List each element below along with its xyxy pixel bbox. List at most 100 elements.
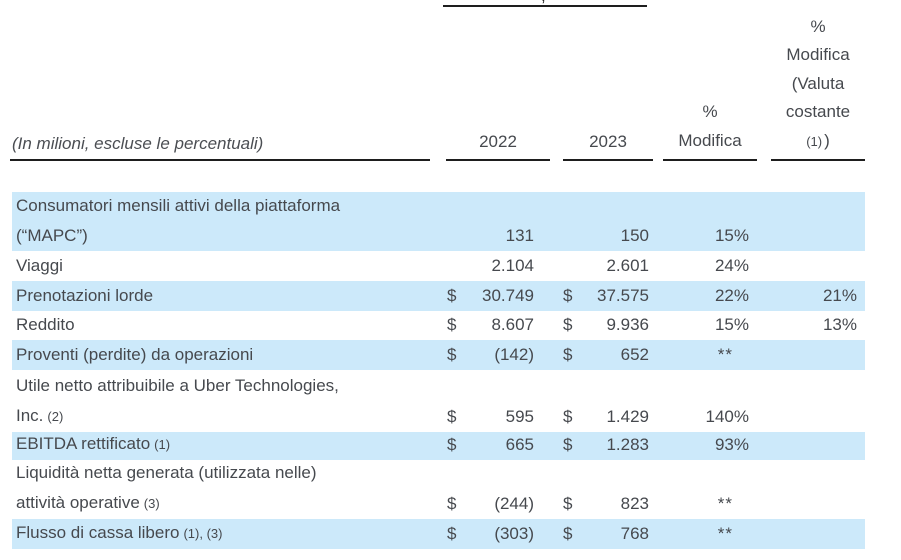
cell-2023: $ 823 [563, 489, 653, 519]
cell-2023: $ 37.575 [563, 281, 653, 311]
cell-pct-change: ** [717, 524, 733, 543]
label-line: Reddito [16, 311, 446, 340]
cc-header-line: % [810, 17, 826, 36]
cell-2022: $ 8.607 [446, 311, 550, 340]
label-text: Consumatori mensili attivi della piattaf… [16, 196, 341, 215]
value-2023: 823 [620, 494, 649, 513]
value-2022: 131 [505, 226, 534, 245]
cell-pct-change-constant-currency: 13% [822, 315, 857, 334]
label-text: (“MAPC”) [16, 226, 88, 245]
table-row: Reddito $ 8.607 $ 9.936 15% 13% [12, 311, 865, 340]
cell-2023: 2.601 [563, 251, 653, 281]
table-row: Flusso di cassa libero (1), (3) $ (303) $… [12, 519, 865, 549]
table-row: Utile netto attribuibile a Uber Technolo… [12, 370, 865, 432]
header-underline-pct-change-cc [771, 159, 865, 161]
currency-symbol: $ [447, 407, 457, 426]
truncated-period-header-fragment: , [541, 0, 546, 6]
header-underline-2022 [446, 159, 550, 161]
value-2022: 665 [505, 435, 534, 454]
label-text: Flusso di cassa libero [16, 523, 180, 542]
cell-2022: $ (303) [446, 519, 550, 549]
value-2023: 2.601 [606, 256, 649, 275]
table-row: Consumatori mensili attivi della piattaf… [12, 192, 865, 251]
label-line: Flusso di cassa libero (1), (3) [16, 519, 446, 549]
row-label: Utile netto attribuibile a Uber Technolo… [12, 371, 446, 432]
label-line: (“MAPC”) [16, 221, 446, 251]
cell-2023: $ 1.429 [563, 402, 653, 432]
currency-symbol: $ [447, 524, 457, 543]
column-header-2022: 2022 [479, 132, 517, 151]
value-2023: 37.575 [597, 286, 649, 305]
label-text: Liquidità netta generata (utilizzata nel… [16, 463, 317, 482]
cell-2022: 131 [446, 221, 550, 251]
label-text: Inc. [16, 406, 44, 425]
currency-symbol: $ [447, 494, 457, 513]
label-text: Utile netto attribuibile a Uber Technolo… [16, 376, 339, 395]
footnote-marker: (1), (3) [183, 526, 223, 541]
row-label: Viaggi [12, 251, 446, 281]
cell-2022: 2.104 [446, 251, 550, 281]
currency-symbol: $ [563, 315, 573, 334]
cell-pct-change: 93% [714, 435, 749, 454]
period-header-rule [443, 5, 647, 7]
row-label: Prenotazioni lorde [12, 281, 446, 311]
cell-2023: $ 9.936 [563, 311, 653, 340]
value-2022: 595 [505, 407, 534, 426]
header-underline-2023 [563, 159, 653, 161]
currency-symbol: $ [447, 286, 457, 305]
label-text: attività operative [16, 493, 140, 512]
pct-change-line: % [702, 102, 718, 121]
currency-symbol: $ [447, 315, 457, 334]
footnote-marker: (1) [806, 133, 823, 149]
value-2023: 1.429 [606, 407, 649, 426]
cell-2022: $ 595 [446, 402, 550, 432]
label-line: Utile netto attribuibile a Uber Technolo… [16, 371, 446, 401]
cell-2022: $ (244) [446, 489, 550, 519]
row-label: Proventi (perdite) da operazioni [12, 340, 446, 370]
currency-symbol: $ [563, 407, 573, 426]
currency-symbol: $ [563, 435, 573, 454]
cell-pct-change: 140% [705, 407, 749, 426]
row-label: Flusso di cassa libero (1), (3) [12, 519, 446, 549]
header-underline-label [10, 159, 430, 161]
value-2022: (244) [494, 494, 534, 513]
currency-symbol: $ [563, 524, 573, 543]
table-row: Liquidità netta generata (utilizzata nel… [12, 460, 865, 519]
row-label: Consumatori mensili attivi della piattaf… [12, 192, 446, 251]
header-underline-pct-change [663, 159, 757, 161]
currency-symbol: $ [447, 435, 457, 454]
currency-symbol: $ [563, 494, 573, 513]
label-text: Prenotazioni lorde [16, 286, 154, 305]
cc-header-footnote-line: (1)) [771, 127, 865, 156]
cell-pct-change: 15% [714, 226, 749, 245]
cell-pct-change: 15% [714, 315, 749, 334]
cell-pct-change: ** [717, 345, 733, 364]
value-2023: 1.283 [606, 435, 649, 454]
cell-2022: $ 665 [446, 432, 550, 460]
label-line: EBITDA rettificato (1) [16, 432, 446, 460]
value-2023: 9.936 [606, 315, 649, 334]
value-2023: 768 [620, 524, 649, 543]
currency-symbol: $ [563, 286, 573, 305]
label-text: Viaggi [16, 256, 63, 275]
table-units-note: (In milioni, escluse le percentuali) [12, 134, 264, 153]
label-line: Prenotazioni lorde [16, 281, 446, 311]
label-line: Proventi (perdite) da operazioni [16, 340, 446, 370]
cc-header-close-paren: ) [824, 130, 830, 150]
cell-2023: $ 768 [563, 519, 653, 549]
row-label: EBITDA rettificato (1) [12, 432, 446, 460]
column-header-pct-change-constant-currency: % Modifica (Valuta costante (1)) [771, 13, 865, 156]
table-row: Proventi (perdite) da operazioni $ (142)… [12, 340, 865, 370]
footnote-marker: (1) [154, 437, 171, 452]
pct-change-line: Modifica [678, 131, 742, 150]
value-2023: 652 [620, 345, 649, 364]
cell-pct-change: 24% [714, 256, 749, 275]
footnote-marker: (3) [143, 496, 160, 511]
label-line: Viaggi [16, 251, 446, 281]
table-body: Consumatori mensili attivi della piattaf… [12, 192, 865, 549]
value-2022: (142) [494, 345, 534, 364]
currency-symbol: $ [563, 345, 573, 364]
value-2022: 8.607 [491, 315, 534, 334]
cell-2023: 150 [563, 221, 653, 251]
